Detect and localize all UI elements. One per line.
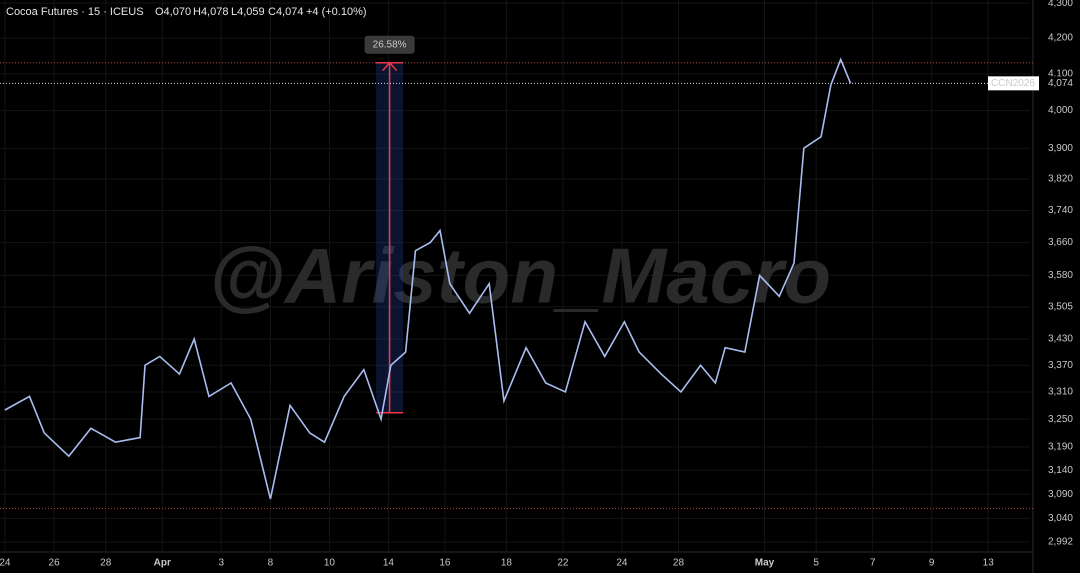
y-tick-label: 3,820	[1048, 174, 1073, 185]
ohlc-low: L4,059	[231, 6, 265, 18]
last-price-label: 4,074	[1048, 78, 1073, 89]
x-tick-label: 24	[616, 558, 628, 569]
x-tick-label: 8	[268, 558, 274, 569]
last-price-box	[1040, 76, 1076, 91]
y-tick-label: 3,250	[1048, 414, 1073, 425]
x-tick-label: 26	[49, 558, 61, 569]
y-tick-label: 3,580	[1048, 270, 1073, 281]
y-tick-label: 4,000	[1048, 105, 1073, 116]
change: +4 (+0.10%)	[306, 6, 367, 18]
symbol-label: CCN2026	[991, 78, 1035, 89]
x-tick-label: 28	[100, 558, 112, 569]
y-tick-label: 3,430	[1048, 334, 1073, 345]
y-tick-label: 3,040	[1048, 513, 1073, 524]
watermark: @Ariston_Macro	[209, 232, 831, 320]
price-line	[4, 57, 852, 500]
grid	[0, 0, 1030, 552]
y-tick-label: 3,310	[1048, 387, 1073, 398]
y-tick-label: 3,660	[1048, 237, 1073, 248]
chart-title: Cocoa Futures · 15 · ICEUS	[6, 6, 144, 18]
y-tick-label: 3,090	[1048, 489, 1073, 500]
x-tick-label: 28	[673, 558, 685, 569]
x-tick-label: 7	[870, 558, 876, 569]
x-tick-label: 22	[557, 558, 569, 569]
x-tick-label: 3	[218, 558, 224, 569]
x-tick-label: Apr	[154, 558, 171, 569]
x-tick-label: May	[755, 558, 775, 569]
x-tick-label: 16	[439, 558, 451, 569]
y-tick-label: 3,740	[1048, 205, 1073, 216]
x-tick-label: 13	[983, 558, 995, 569]
measure-label-box	[364, 35, 415, 54]
y-tick-label: 3,140	[1048, 465, 1073, 476]
symbol-box	[988, 76, 1039, 91]
y-tick-label: 4,100	[1048, 69, 1073, 80]
plot: 26.58%	[0, 35, 1033, 510]
y-tick-label: 3,370	[1048, 360, 1073, 371]
y-tick-label: 4,300	[1048, 0, 1073, 9]
ohlc-close: C4,074	[268, 6, 303, 18]
x-tick-label: 24	[0, 558, 11, 569]
y-tick-label: 3,190	[1048, 441, 1073, 452]
x-tick-label: 5	[813, 558, 819, 569]
y-tick-label: 2,992	[1048, 537, 1073, 548]
x-tick-label: 10	[324, 558, 336, 569]
y-tick-label: 4,200	[1048, 33, 1073, 44]
y-tick-label: 3,900	[1048, 143, 1073, 154]
x-tick-label: 14	[383, 558, 395, 569]
x-tick-label: 9	[929, 558, 935, 569]
x-tick-label: 18	[501, 558, 513, 569]
ohlc-open: O4,070	[155, 6, 191, 18]
ohlc-high: H4,078	[193, 6, 228, 18]
measure-label: 26.58%	[373, 39, 407, 50]
y-tick-label: 3,505	[1048, 302, 1073, 313]
